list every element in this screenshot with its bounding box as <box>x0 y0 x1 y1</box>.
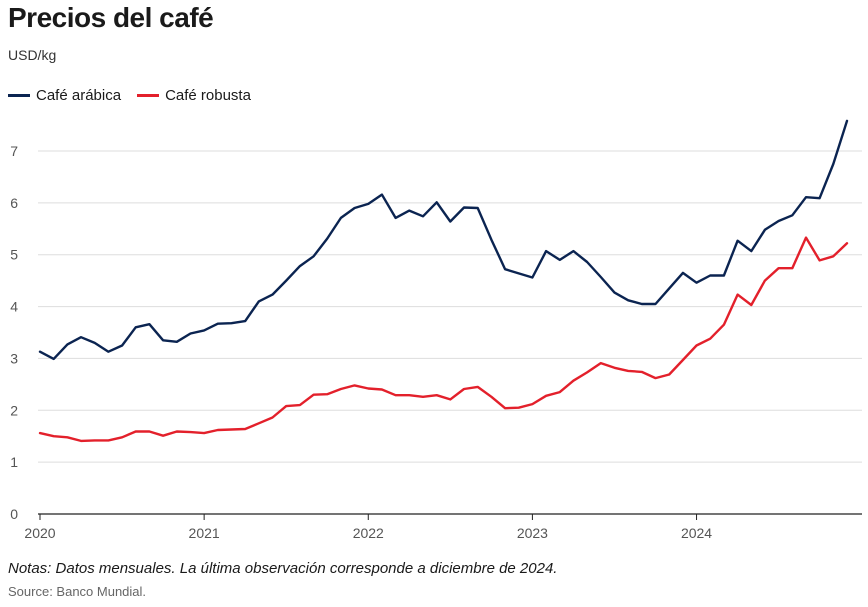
x-tick-label: 2023 <box>517 525 548 541</box>
x-tick-label: 2022 <box>353 525 384 541</box>
y-tick-label: 4 <box>10 299 18 315</box>
y-tick-label: 1 <box>10 454 18 470</box>
series-line-robusta <box>38 236 849 443</box>
legend-swatch-arabica <box>8 94 30 97</box>
legend-label-arabica: Café arábica <box>36 87 122 104</box>
legend-swatch-robusta <box>137 94 160 97</box>
x-tick-label: 2024 <box>681 525 712 541</box>
chart-source: Source: Banco Mundial. <box>8 584 147 599</box>
y-tick-label: 3 <box>10 350 18 366</box>
legend-label-robusta: Café robusta <box>165 87 251 104</box>
x-tick-label: 2020 <box>24 525 55 541</box>
y-axis-unit-label: USD/kg <box>8 47 57 63</box>
y-tick-label: 5 <box>10 247 18 263</box>
series-lines <box>38 119 849 443</box>
chart-legend: Café arábica Café robusta <box>8 87 267 104</box>
series-line-arabica <box>38 119 849 361</box>
legend-item-arabica: Café arábica <box>8 87 121 104</box>
y-tick-label: 2 <box>10 402 18 418</box>
y-tick-label: 6 <box>10 195 18 211</box>
legend-item-robusta: Café robusta <box>137 87 251 104</box>
y-tick-label: 0 <box>10 506 18 522</box>
chart-title: Precios del café <box>8 2 214 33</box>
gridlines <box>38 150 862 515</box>
x-tick-label: 2021 <box>189 525 220 541</box>
axis-ticks: 0 1 2 3 4 5 6 7 2020 2021 2022 2023 2024 <box>10 143 712 541</box>
chart-notes: Notas: Datos mensuales. La última observ… <box>8 560 558 577</box>
y-tick-label: 7 <box>10 143 18 159</box>
